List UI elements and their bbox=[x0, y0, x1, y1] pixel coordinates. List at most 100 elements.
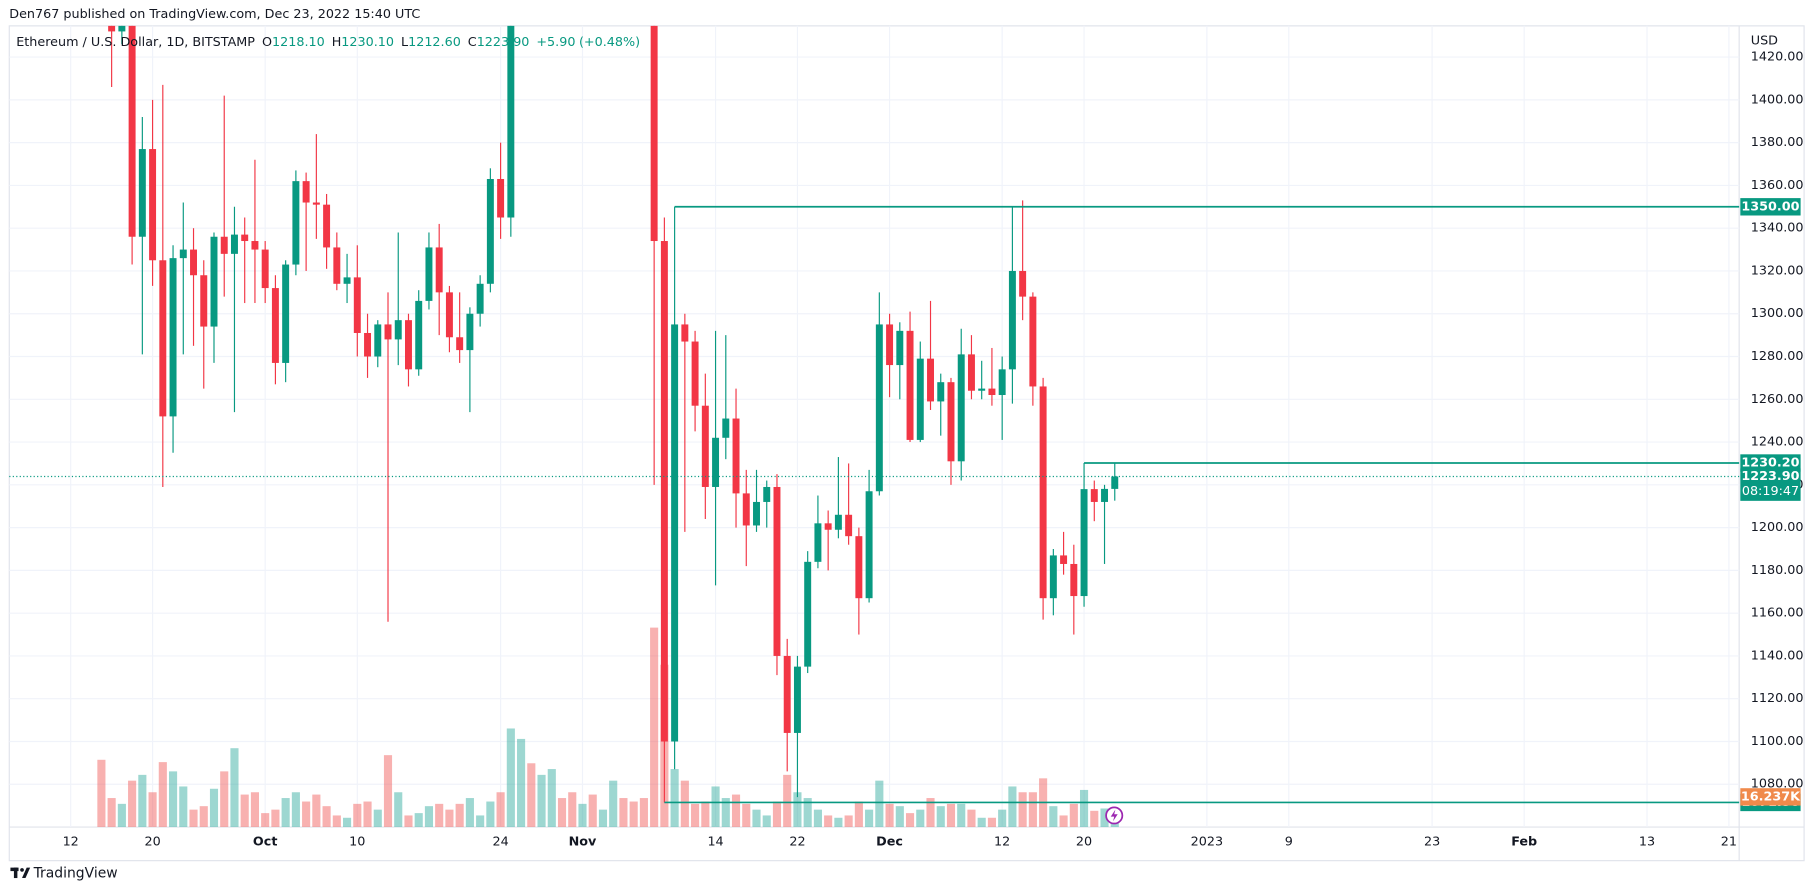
volume-bar bbox=[168, 771, 178, 828]
candle-body bbox=[712, 437, 720, 487]
volume-bar bbox=[537, 774, 546, 828]
volume-bar bbox=[1008, 786, 1017, 828]
candle-body bbox=[292, 181, 300, 265]
level-label: 1230.20 bbox=[1741, 456, 1799, 471]
volume-label: 16.237K bbox=[1741, 789, 1801, 804]
volume-bar bbox=[875, 780, 884, 828]
candle-body bbox=[118, 25, 126, 32]
candle-body bbox=[763, 486, 771, 502]
candle-body bbox=[384, 324, 392, 340]
candle-body bbox=[834, 514, 842, 530]
candle-body bbox=[241, 234, 249, 242]
candle-body bbox=[886, 324, 894, 366]
volume-bar bbox=[691, 803, 700, 828]
logo bbox=[10, 867, 31, 879]
volume-bar bbox=[834, 817, 843, 828]
volume-bar bbox=[138, 774, 147, 828]
volume-pane bbox=[97, 627, 1119, 828]
volume-bar bbox=[639, 798, 648, 828]
volume-bar bbox=[619, 798, 628, 828]
x-tick-label: 13 bbox=[1639, 835, 1655, 850]
volume-bar bbox=[261, 813, 270, 828]
volume-bar bbox=[598, 809, 608, 828]
volume-bar bbox=[414, 813, 423, 828]
candle-body bbox=[671, 324, 679, 742]
overlays: 1080.00 1100.00 1120.00 1140.00 1160.00 1180.… bbox=[9, 50, 1803, 850]
volume-bar bbox=[844, 815, 853, 828]
candle-body bbox=[1049, 555, 1057, 599]
frame bbox=[8, 25, 1805, 862]
candle-body bbox=[783, 655, 791, 733]
grid bbox=[9, 25, 1740, 828]
y-tick-label: 1300.00 bbox=[1751, 306, 1804, 321]
volume-bar bbox=[189, 809, 198, 828]
volume-bar bbox=[220, 771, 229, 828]
volume-bar bbox=[445, 809, 454, 828]
volume-bar bbox=[629, 801, 638, 828]
candle-body bbox=[220, 236, 228, 254]
volume-bar bbox=[424, 806, 434, 828]
y-tick-label: 1340.00 bbox=[1751, 221, 1804, 236]
candle-body bbox=[701, 405, 709, 487]
volume-bar bbox=[148, 792, 157, 828]
candle-body bbox=[1019, 270, 1027, 297]
volume-bar bbox=[1079, 789, 1089, 828]
candle-body bbox=[497, 178, 505, 218]
candle-body bbox=[251, 241, 259, 250]
volume-bar bbox=[332, 815, 341, 828]
volume-bar bbox=[1069, 803, 1078, 828]
x-tick-label: 12 bbox=[63, 835, 79, 850]
x-tick-label: 23 bbox=[1424, 835, 1440, 850]
logo-part bbox=[13, 867, 18, 879]
volume-bar bbox=[967, 809, 976, 828]
candle-body bbox=[507, 25, 515, 218]
volume-bar bbox=[905, 813, 915, 828]
candle-body bbox=[753, 501, 760, 526]
candle-body bbox=[230, 234, 238, 254]
y-tick-label: 1360.00 bbox=[1751, 178, 1804, 193]
candle-body bbox=[374, 324, 382, 357]
candle-body bbox=[957, 354, 965, 462]
candle-body bbox=[947, 382, 955, 462]
y-tick-label: 1420.00 bbox=[1751, 50, 1804, 65]
candle-body bbox=[650, 25, 658, 242]
x-tick-label: 10 bbox=[349, 835, 365, 850]
volume-bar bbox=[762, 815, 771, 828]
volume-bar bbox=[343, 817, 352, 828]
volume-bar bbox=[527, 763, 536, 828]
volume-label-box bbox=[1740, 788, 1801, 806]
published-note: Den767 published on TradingView.com, Dec… bbox=[9, 7, 420, 22]
candle-body bbox=[108, 25, 116, 32]
x-tick-label: 12 bbox=[994, 835, 1010, 850]
logo-part bbox=[20, 868, 24, 872]
volume-bar bbox=[353, 803, 362, 828]
candle-body bbox=[425, 247, 433, 301]
volume-bar bbox=[783, 774, 792, 828]
volume-bar bbox=[752, 809, 761, 828]
x-tick-label: Dec bbox=[876, 835, 903, 850]
volume-bar bbox=[476, 815, 485, 828]
candle-body bbox=[967, 354, 975, 391]
volume-bar bbox=[209, 788, 219, 828]
volume-bar bbox=[383, 755, 393, 828]
volume-bar bbox=[465, 798, 474, 828]
volume-bar bbox=[435, 803, 444, 828]
volume-bar bbox=[987, 817, 996, 828]
level-label-box bbox=[1740, 198, 1801, 216]
x-tick-label: 21 bbox=[1721, 835, 1737, 850]
candle-body bbox=[978, 388, 986, 391]
volume-bar bbox=[568, 792, 577, 828]
volume-bar bbox=[772, 801, 782, 828]
volume-bar bbox=[588, 794, 597, 828]
candle-body bbox=[415, 300, 423, 370]
candle-body bbox=[937, 382, 945, 402]
x-tick-label: 20 bbox=[144, 835, 160, 850]
last-price-box bbox=[1740, 468, 1801, 501]
candle-body bbox=[1039, 386, 1047, 599]
x-tick-label: 14 bbox=[707, 835, 723, 850]
volume-bar bbox=[158, 762, 167, 828]
candle-body bbox=[210, 236, 218, 327]
volume-bar bbox=[824, 815, 833, 828]
volume-bar bbox=[302, 801, 311, 828]
